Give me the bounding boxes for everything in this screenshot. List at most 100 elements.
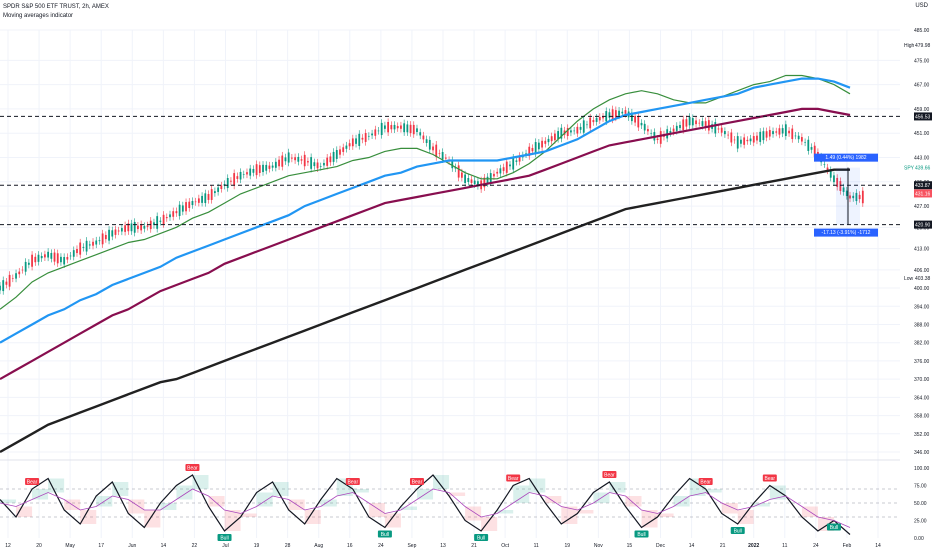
- price-tick-label: 451.00: [914, 131, 930, 137]
- bear-marker: Bear: [762, 474, 777, 482]
- candle-body: [704, 121, 707, 128]
- time-tick-label: 14: [161, 543, 167, 549]
- bear-marker-label: Bear: [604, 473, 615, 479]
- candle-body: [659, 131, 662, 144]
- osc-zone: [352, 489, 369, 493]
- osc-zone: [737, 510, 754, 524]
- symbol-title[interactable]: SPDR S&P 500 ETF TRUST, 2h, AMEX: [3, 4, 109, 10]
- candle-body: [724, 131, 726, 135]
- candle-body: [432, 146, 434, 151]
- candle-body: [544, 140, 547, 144]
- time-tick-label: 12: [5, 543, 11, 549]
- main-price-pane: [0, 74, 900, 454]
- candle-body: [467, 178, 470, 182]
- osc-zone: [753, 503, 770, 507]
- indicator-title[interactable]: Moving averages indicator: [3, 13, 74, 19]
- bear-marker: Bear: [25, 478, 40, 486]
- candle-body: [550, 136, 553, 142]
- candle-body: [384, 125, 386, 129]
- candle-body: [842, 187, 845, 192]
- candle-body: [258, 165, 261, 173]
- osc-zone: [705, 489, 722, 493]
- price-label-bg: [914, 273, 932, 282]
- price-label-bg: [914, 181, 932, 190]
- osc-zone: [192, 475, 209, 489]
- candle-body: [252, 168, 255, 173]
- price-label-bg: [914, 220, 932, 229]
- candle-body: [861, 190, 864, 204]
- candle-body: [358, 133, 361, 146]
- candle-body: [124, 225, 126, 232]
- candle-body: [829, 170, 832, 178]
- candle-body: [371, 133, 373, 136]
- osc-zone: [208, 496, 225, 507]
- candle-body: [175, 211, 178, 214]
- candle-body: [797, 135, 800, 140]
- candle-body: [605, 111, 608, 122]
- candle-body: [621, 111, 624, 114]
- candle-body: [804, 142, 806, 143]
- candle-body: [400, 125, 402, 129]
- bear-marker-bg: [698, 478, 713, 485]
- candle-body: [505, 161, 508, 173]
- candle-body: [204, 193, 207, 204]
- price-tick-label: 427.00: [914, 204, 930, 210]
- candle-body: [807, 139, 810, 151]
- candle-body: [778, 128, 781, 135]
- price-tick-label: 352.00: [914, 432, 930, 438]
- price-tick-label: 413.00: [914, 247, 930, 253]
- candle-body: [63, 257, 66, 265]
- candle-body: [701, 121, 704, 126]
- candle-body: [319, 166, 322, 167]
- candle-body: [217, 187, 220, 192]
- osc-zone: [769, 485, 786, 500]
- annotations: 1.49 (0.44%) 1982 -17.13 (-3.91%) -1712: [814, 153, 878, 237]
- bear-marker: Bear: [409, 478, 424, 486]
- bear-marker-bg: [25, 478, 40, 485]
- candle-body: [499, 168, 502, 174]
- time-tick-label: Dec: [656, 543, 665, 549]
- candle-body: [165, 217, 168, 219]
- candle-body: [800, 137, 803, 142]
- osc-zone: [433, 475, 450, 489]
- bear-marker-bg: [409, 478, 424, 485]
- price-tick-label: 376.00: [914, 359, 930, 365]
- bear-marker-bg: [762, 474, 777, 482]
- candle-body: [233, 173, 236, 186]
- candle-body: [464, 174, 466, 184]
- time-tick-label: 13: [440, 543, 446, 549]
- osc-zone: [368, 503, 385, 517]
- bear-marker-bg: [602, 471, 617, 478]
- candle-body: [608, 112, 611, 118]
- candle-body: [242, 174, 245, 175]
- candle-body: [303, 154, 306, 167]
- candle-body: [159, 220, 162, 222]
- candle-body: [598, 116, 601, 121]
- candle-body: [31, 254, 33, 267]
- price-label-value: 439.66: [915, 166, 931, 172]
- candle-body: [736, 136, 739, 149]
- price-label-spy: SPY 439.66: [904, 163, 932, 172]
- candle-body: [294, 157, 296, 161]
- candle-body: [98, 240, 101, 242]
- candle-body: [364, 133, 367, 142]
- osc-zone: [320, 499, 337, 507]
- price-tick-label: 388.00: [914, 322, 930, 328]
- osc-tick-label: 75.00: [914, 484, 927, 490]
- bear-marker-bg: [185, 464, 200, 471]
- candle-body: [310, 157, 313, 169]
- osc-zone: [272, 482, 289, 496]
- candle-body: [332, 151, 335, 162]
- candle-body: [637, 115, 640, 128]
- candle-body: [66, 257, 69, 260]
- time-tick-label: 15: [627, 543, 633, 549]
- bull-marker: Bull: [217, 534, 232, 542]
- currency-label[interactable]: USD: [915, 3, 928, 9]
- time-tick-label: 21: [720, 543, 726, 549]
- candle-body: [810, 147, 813, 150]
- bull-marker: Bull: [730, 527, 745, 535]
- osc-zone: [256, 492, 273, 507]
- price-label-level-2: 433.87: [914, 181, 932, 190]
- candle-body: [691, 118, 694, 126]
